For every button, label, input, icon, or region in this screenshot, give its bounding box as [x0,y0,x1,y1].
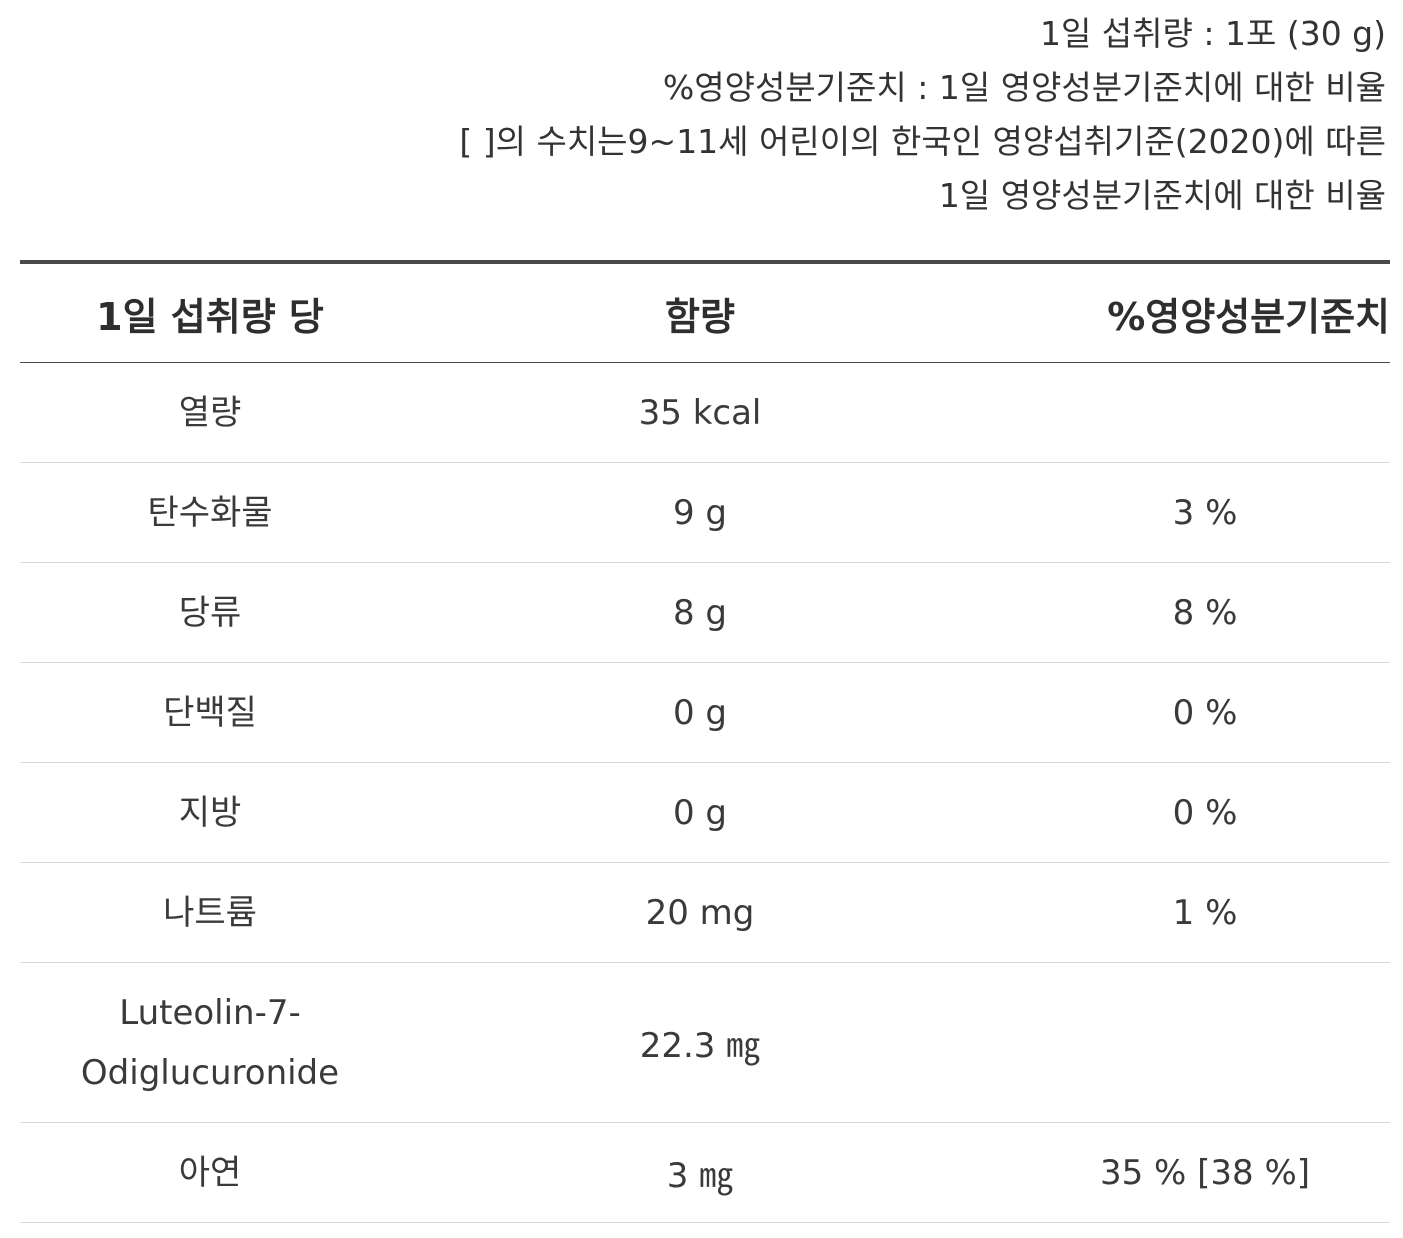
table-row: 지방 0 g 0 % [20,763,1390,863]
nutrient-name-line-2: Odiglucuronide [80,1052,340,1093]
header-daily-value: %영양성분기준치 [1107,294,1390,339]
nutrition-facts-table: 1일 섭취량 당 함량 %영양성분기준치 열량 35 kcal 탄수화물 9 g… [20,260,1390,1223]
table-row: 탄수화물 9 g 3 % [20,463,1390,563]
nutrient-daily-value: 0 % [1172,692,1238,733]
table-row: 당류 8 g 8 % [20,563,1390,663]
daily-value-definition-note: %영양성분기준치 : 1일 영양성분기준치에 대한 비율 [662,68,1386,107]
table-row: Luteolin-7- Odiglucuronide 22.3 ㎎ [20,963,1390,1123]
table-row: 아연 3 ㎎ 35 % [38 %] [20,1123,1390,1223]
table-row: 열량 35 kcal [20,363,1390,463]
header-amount: 함량 [665,294,735,339]
nutrient-name: 탄수화물 [147,492,273,533]
nutrient-amount: 9 g [672,492,728,533]
nutrient-name: 아연 [178,1152,242,1193]
table-row: 나트륨 20 mg 1 % [20,863,1390,963]
nutrient-amount: 0 g [672,792,728,833]
nutrient-daily-value: 3 % [1172,492,1238,533]
nutrient-name: 나트륨 [163,892,257,933]
table-header-row: 1일 섭취량 당 함량 %영양성분기준치 [20,264,1390,363]
header-per-serving: 1일 섭취량 당 [96,294,324,339]
nutrient-name: Luteolin-7- Odiglucuronide [20,983,400,1103]
serving-notes: 1일 섭취량 : 1포 (30 g) %영양성분기준치 : 1일 영양성분기준치… [26,0,1386,223]
nutrient-amount: 22.3 ㎎ [639,1026,761,1066]
serving-size-note: 1일 섭취량 : 1포 (30 g) [1039,14,1386,53]
children-reference-note: [ ]의 수치는9~11세 어린이의 한국인 영양섭취기준(2020)에 따른 [459,122,1386,161]
nutrient-amount: 3 ㎎ [666,1156,734,1196]
nutrient-name: 열량 [178,392,242,433]
nutrient-name-line-1: Luteolin-7- [119,992,301,1033]
nutrient-amount: 8 g [672,592,728,633]
nutrient-amount: 35 kcal [638,392,762,433]
table-row: 단백질 0 g 0 % [20,663,1390,763]
nutrient-daily-value: 8 % [1172,592,1238,633]
children-reference-note-continued: 1일 영양성분기준치에 대한 비율 [938,176,1386,215]
nutrient-daily-value: 0 % [1172,792,1238,833]
nutrient-name: 단백질 [163,692,257,733]
nutrient-name: 당류 [178,592,242,633]
nutrient-daily-value: 1 % [1172,892,1238,933]
nutrient-name: 지방 [178,792,242,833]
nutrient-amount: 0 g [672,692,728,733]
nutrient-daily-value: 35 % [38 %] [1099,1152,1311,1193]
nutrient-amount: 20 mg [645,892,755,933]
